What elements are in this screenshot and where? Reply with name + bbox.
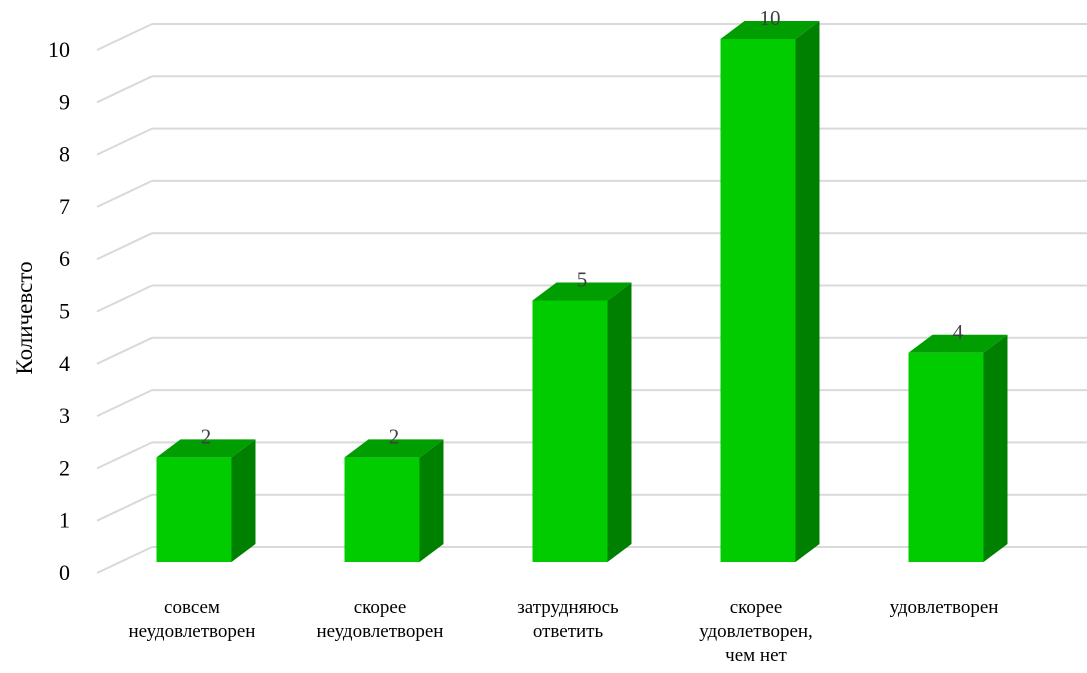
y-tick-label: 6 [59,246,70,271]
y-tick-label: 9 [59,89,70,114]
gridline-diagonal [96,284,153,313]
y-tick-label: 3 [59,403,70,428]
bar [344,439,444,562]
y-tick-label: 2 [59,455,70,480]
x-category-label: скорее неудовлетворен [317,597,444,642]
gridline-diagonal [96,441,153,470]
gridline-diagonal [96,389,153,418]
y-tick-label: 8 [59,142,70,167]
gridline-diagonal [96,232,153,261]
bar-front-face [156,457,232,562]
gridline-diagonal [96,493,153,522]
gridline-diagonal [96,546,153,574]
x-category-label: совсем неудовлетворен [129,597,256,642]
bar [908,334,1008,562]
bar-top-face [720,21,820,39]
data-label: 10 [760,6,781,30]
bar [720,21,820,562]
data-label: 2 [389,424,400,448]
bar [532,282,632,562]
y-tick-label: 5 [59,299,70,324]
data-label: 2 [201,424,212,448]
x-axis-categories: совсем неудовлетворен скорее неудовлетворен… [129,597,999,666]
y-axis-ticks: 0 1 2 3 4 5 6 7 8 9 10 [48,37,70,585]
bar-front-face [532,300,608,562]
bar-side-face [419,439,444,562]
bar-side-face [607,282,632,562]
data-labels: 2 2 5 10 4 [201,6,964,448]
x-category-label: удовлетворен [890,597,999,618]
y-tick-label: 7 [59,194,70,219]
y-tick-label: 1 [59,508,70,533]
gridline-diagonal [96,336,153,365]
data-label: 4 [953,320,964,344]
x-category-label: скорее удовлетворен, чем нет [699,597,813,666]
y-tick-label: 10 [48,37,70,62]
data-label: 5 [577,268,588,292]
gridline-diagonal [96,23,153,51]
bar-side-face [231,439,256,562]
bar-top-face [908,334,1008,353]
gridline-diagonal [96,127,153,156]
y-tick-label: 4 [59,351,70,376]
bar-top-face [156,439,256,458]
bar-top-face [344,439,444,458]
gridline-diagonal [96,179,153,208]
bar-front-face [344,457,420,562]
y-axis-title: Количевсто [12,261,37,374]
bar-side-face [983,334,1008,562]
bar-side-face [795,21,820,562]
bar-front-face [720,39,796,562]
gridline-diagonal [96,75,153,104]
x-category-label: затрудняюсь ответить [517,597,619,642]
y-tick-label: 0 [59,560,70,585]
bar [156,439,256,562]
bar-top-face [532,282,632,301]
bars [156,21,1008,562]
bar-front-face [908,352,984,562]
